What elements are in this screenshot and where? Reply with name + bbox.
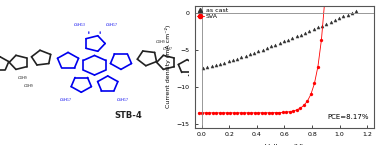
Text: $C_4H_9$: $C_4H_9$ bbox=[17, 75, 28, 82]
Y-axis label: Current density (mA cm⁻²): Current density (mA cm⁻²) bbox=[165, 25, 171, 108]
Text: $C_6H_{13}$: $C_6H_{13}$ bbox=[73, 21, 86, 29]
Text: $C_6H_{17}$: $C_6H_{17}$ bbox=[59, 97, 73, 104]
Text: $C_3H_7$: $C_3H_7$ bbox=[163, 46, 174, 53]
Text: STB-4: STB-4 bbox=[115, 112, 143, 120]
Legend: as cast, SVA: as cast, SVA bbox=[196, 7, 229, 20]
Text: $C_4H_9$: $C_4H_9$ bbox=[23, 82, 34, 90]
Text: $C_6H_{17}$: $C_6H_{17}$ bbox=[105, 21, 118, 29]
Text: $C_4H_9$: $C_4H_9$ bbox=[155, 39, 166, 46]
Text: $C_6H_{17}$: $C_6H_{17}$ bbox=[116, 97, 130, 104]
X-axis label: Voltage (V): Voltage (V) bbox=[265, 143, 304, 145]
Text: PCE=8.17%: PCE=8.17% bbox=[327, 114, 369, 120]
